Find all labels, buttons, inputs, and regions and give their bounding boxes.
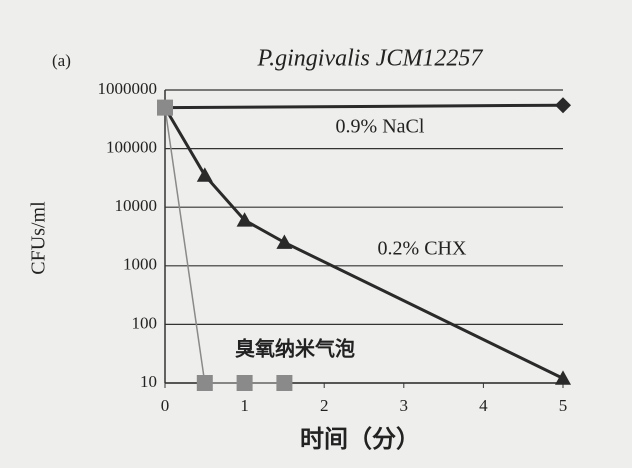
marker [236,375,253,391]
marker [157,99,173,116]
y-tick-label: 10 [140,372,157,391]
series-line [164,107,285,384]
x-tick-label: 0 [161,396,170,415]
panel-label: (a) [52,51,71,70]
series-label: 0.9% NaCl [336,116,425,138]
y-tick-label: 100000 [106,138,157,157]
y-tick-label: 10000 [115,196,158,215]
y-tick-label: 100 [132,313,158,332]
marker [196,167,213,182]
series-label: 臭氧纳米气泡 [235,337,355,361]
marker [276,234,293,249]
marker [276,375,293,391]
series-label: 0.2% CHX [378,238,467,260]
marker [236,212,253,227]
marker [555,97,571,114]
series-line [164,103,564,110]
y-tick-label: 1000 [123,255,157,274]
x-tick-label: 3 [400,396,409,415]
y-axis-label: CFUs/ml [28,201,50,275]
x-tick-label: 5 [559,396,568,415]
x-tick-label: 1 [240,396,249,415]
marker [555,370,571,385]
x-tick-label: 4 [479,396,488,415]
x-axis-label: 时间（分） [300,425,420,453]
chart-title: P.gingivalis JCM12257 [257,46,484,72]
y-tick-label: 1000000 [98,79,158,98]
x-tick-label: 2 [320,396,329,415]
marker [196,375,213,391]
